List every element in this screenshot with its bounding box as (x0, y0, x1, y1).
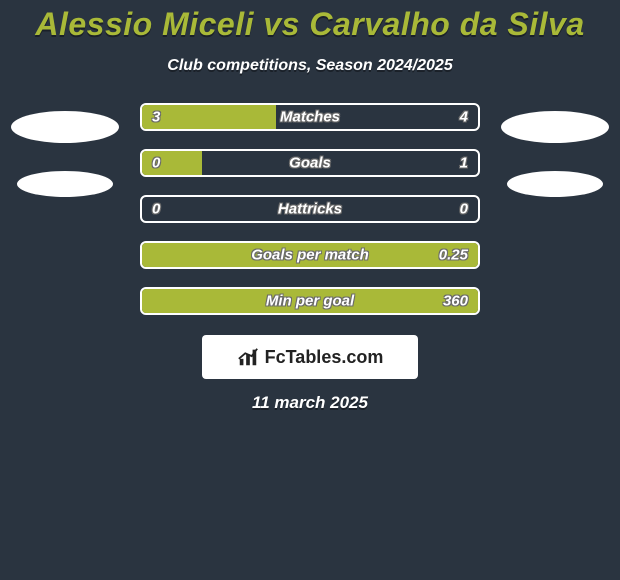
stat-right-value: 0.25 (439, 247, 468, 264)
player-left-ellipse-2 (17, 171, 113, 197)
stat-label: Goals (289, 155, 331, 172)
player-right-ellipse-1 (501, 111, 609, 143)
stat-label: Min per goal (266, 293, 354, 310)
stat-left-value: 0 (152, 201, 160, 218)
root-container: Alessio Miceli vs Carvalho da Silva Club… (0, 0, 620, 413)
stat-bar-fill (142, 105, 276, 129)
stat-label: Goals per match (251, 247, 369, 264)
stat-right-value: 360 (443, 293, 468, 310)
page-title: Alessio Miceli vs Carvalho da Silva (35, 6, 584, 43)
stat-bar: 0 Hattricks 0 (140, 195, 480, 223)
page-subtitle: Club competitions, Season 2024/2025 (167, 57, 452, 75)
chart-icon (237, 346, 259, 368)
stat-bar: 3 Matches 4 (140, 103, 480, 131)
right-player-col (500, 103, 610, 197)
stat-left-value: 3 (152, 109, 160, 126)
stat-label: Matches (280, 109, 340, 126)
left-player-col (10, 103, 120, 197)
date-text: 11 march 2025 (252, 393, 368, 413)
stat-right-value: 4 (460, 109, 468, 126)
stat-bar: 0 Goals 1 (140, 149, 480, 177)
stat-bars: 3 Matches 4 0 Goals 1 0 Hattricks 0 Goals per mat… (140, 103, 480, 315)
stat-bar: Goals per match 0.25 (140, 241, 480, 269)
stat-left-value: 0 (152, 155, 160, 172)
stat-right-value: 0 (460, 201, 468, 218)
chart-area: 3 Matches 4 0 Goals 1 0 Hattricks 0 Goals per mat… (0, 103, 620, 315)
stat-bar: Min per goal 360 (140, 287, 480, 315)
site-logo-text: FcTables.com (265, 347, 384, 368)
site-logo[interactable]: FcTables.com (202, 335, 418, 379)
player-left-ellipse-1 (11, 111, 119, 143)
stat-right-value: 1 (460, 155, 468, 172)
stat-label: Hattricks (278, 201, 342, 218)
player-right-ellipse-2 (507, 171, 603, 197)
